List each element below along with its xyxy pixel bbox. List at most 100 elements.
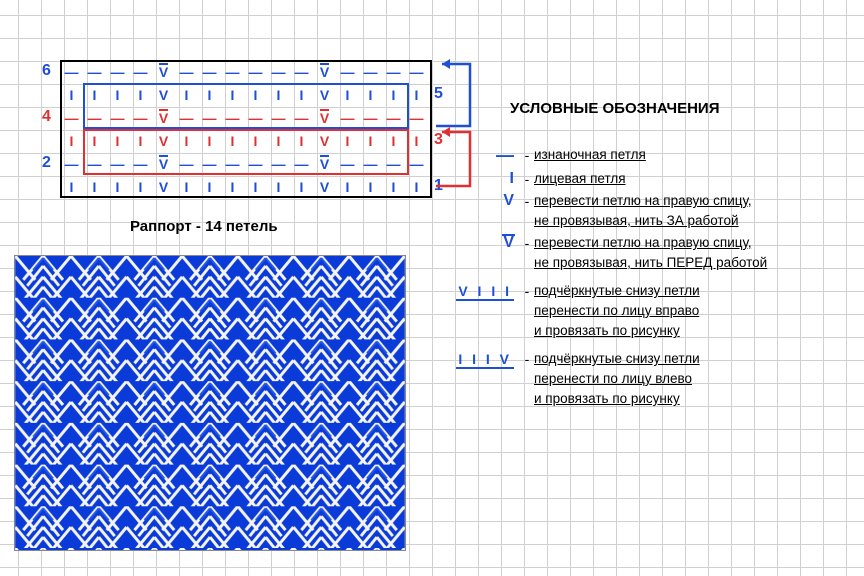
row-label-2: 2 bbox=[42, 154, 51, 172]
chart-cell: I bbox=[198, 129, 221, 152]
chart-cell: I bbox=[106, 129, 129, 152]
chart-cell: I bbox=[405, 175, 428, 198]
chart-cell: I bbox=[129, 129, 152, 152]
chart-cell: — bbox=[359, 152, 382, 175]
chart-cell: — bbox=[175, 106, 198, 129]
chart-cell: — bbox=[267, 106, 290, 129]
chart-cell: — bbox=[221, 60, 244, 83]
chart-cell: I bbox=[106, 83, 129, 106]
chart-cell: — bbox=[106, 152, 129, 175]
chart-cell: V bbox=[152, 83, 175, 106]
chart-cell: I bbox=[405, 83, 428, 106]
legend-row: I I I V-подчёркнутые снизу петлиперенест… bbox=[450, 349, 767, 409]
chart-cell: — bbox=[106, 60, 129, 83]
chart-cell: — bbox=[83, 152, 106, 175]
chart-cell: — bbox=[198, 106, 221, 129]
chart-cell: I bbox=[382, 175, 405, 198]
legend-dash: - bbox=[520, 233, 534, 253]
legend-dash: - bbox=[520, 191, 534, 211]
chart-cell: I bbox=[221, 175, 244, 198]
chart-cell: I bbox=[336, 175, 359, 198]
legend-dash: - bbox=[520, 145, 534, 165]
chart-cell: I bbox=[83, 129, 106, 152]
swatch-svg bbox=[15, 256, 405, 550]
chart-cell: — bbox=[83, 106, 106, 129]
chart-cell: — bbox=[60, 60, 83, 83]
knitting-chart: 6————V——————V————5IIIIVIIIIIIVIIII4————V… bbox=[60, 60, 432, 200]
chart-cell: I bbox=[244, 175, 267, 198]
chart-cell: — bbox=[336, 152, 359, 175]
chart-cell: V bbox=[313, 60, 336, 83]
chart-cell: V bbox=[152, 106, 175, 129]
chart-cell: I bbox=[359, 83, 382, 106]
chart-cell: — bbox=[83, 60, 106, 83]
legend-text: изнаночная петля bbox=[534, 145, 767, 165]
chart-cell: — bbox=[175, 60, 198, 83]
chart-cell: V bbox=[313, 106, 336, 129]
legend-symbol: I bbox=[450, 169, 520, 189]
chart-cell: — bbox=[336, 106, 359, 129]
chart-cell: I bbox=[405, 129, 428, 152]
chart-cell: I bbox=[290, 83, 313, 106]
chart-cell: — bbox=[60, 106, 83, 129]
legend-text: подчёркнутые снизу петлиперенести по лиц… bbox=[534, 349, 767, 409]
chart-cell: I bbox=[129, 175, 152, 198]
chart-cell: — bbox=[359, 106, 382, 129]
chart-cell: — bbox=[290, 106, 313, 129]
chart-cell: — bbox=[267, 60, 290, 83]
chart-cell: — bbox=[290, 60, 313, 83]
chart-cell: I bbox=[359, 175, 382, 198]
chart-cell: — bbox=[336, 60, 359, 83]
chart-cell: I bbox=[221, 129, 244, 152]
chart-cell: — bbox=[129, 60, 152, 83]
chart-cell: — bbox=[290, 152, 313, 175]
chart-cell: I bbox=[382, 83, 405, 106]
chart-cell: V bbox=[313, 152, 336, 175]
chart-cell: I bbox=[60, 175, 83, 198]
knitted-swatch bbox=[14, 255, 406, 551]
chart-cell: I bbox=[359, 129, 382, 152]
legend-row: —-изнаночная петля bbox=[450, 145, 767, 167]
chart-cell: I bbox=[290, 175, 313, 198]
chart-cell: I bbox=[244, 129, 267, 152]
chart-cell: I bbox=[83, 175, 106, 198]
chart-cell: — bbox=[244, 60, 267, 83]
chart-cell: I bbox=[267, 83, 290, 106]
chart-cell: — bbox=[106, 106, 129, 129]
chart-cell: I bbox=[60, 83, 83, 106]
chart-cell: — bbox=[175, 152, 198, 175]
chart-cell: — bbox=[129, 106, 152, 129]
chart-cell: I bbox=[175, 175, 198, 198]
legend-text: лицевая петля bbox=[534, 169, 767, 189]
rapport-caption: Раппорт - 14 петель bbox=[130, 218, 278, 235]
chart-cell: — bbox=[221, 106, 244, 129]
chart-cell: — bbox=[244, 106, 267, 129]
chart-cell: I bbox=[336, 83, 359, 106]
legend-symbol: — bbox=[450, 145, 520, 167]
chart-cell: I bbox=[221, 83, 244, 106]
chart-cell: V bbox=[152, 175, 175, 198]
chart-cell: — bbox=[267, 152, 290, 175]
chart-cell: V bbox=[152, 152, 175, 175]
legend-symbol: V I I I bbox=[450, 281, 520, 302]
legend-symbol: I I I V bbox=[450, 349, 520, 370]
chart-cell: I bbox=[83, 83, 106, 106]
legend-text: перевести петлю на правую спицу,не провя… bbox=[534, 233, 767, 273]
legend-dash: - bbox=[520, 349, 534, 369]
chart-cell: — bbox=[129, 152, 152, 175]
chart-cell: I bbox=[60, 129, 83, 152]
chart-cell: — bbox=[244, 152, 267, 175]
chart-cell: — bbox=[405, 60, 428, 83]
chart-cell: I bbox=[175, 83, 198, 106]
row-label-6: 6 bbox=[42, 62, 51, 80]
legend: УСЛОВНЫЕ ОБОЗНАЧЕНИЯ —-изнаночная петляI… bbox=[450, 100, 767, 411]
chart-cell: — bbox=[382, 60, 405, 83]
chart-cell: — bbox=[359, 60, 382, 83]
chart-cell: — bbox=[198, 60, 221, 83]
legend-symbol: V bbox=[450, 191, 520, 211]
chart-cell: — bbox=[198, 152, 221, 175]
legend-text: перевести петлю на правую спицу,не провя… bbox=[534, 191, 767, 231]
chart-cell: I bbox=[267, 129, 290, 152]
chart-cell: V bbox=[313, 129, 336, 152]
legend-row: V I I I-подчёркнутые снизу петлиперенест… bbox=[450, 281, 767, 341]
